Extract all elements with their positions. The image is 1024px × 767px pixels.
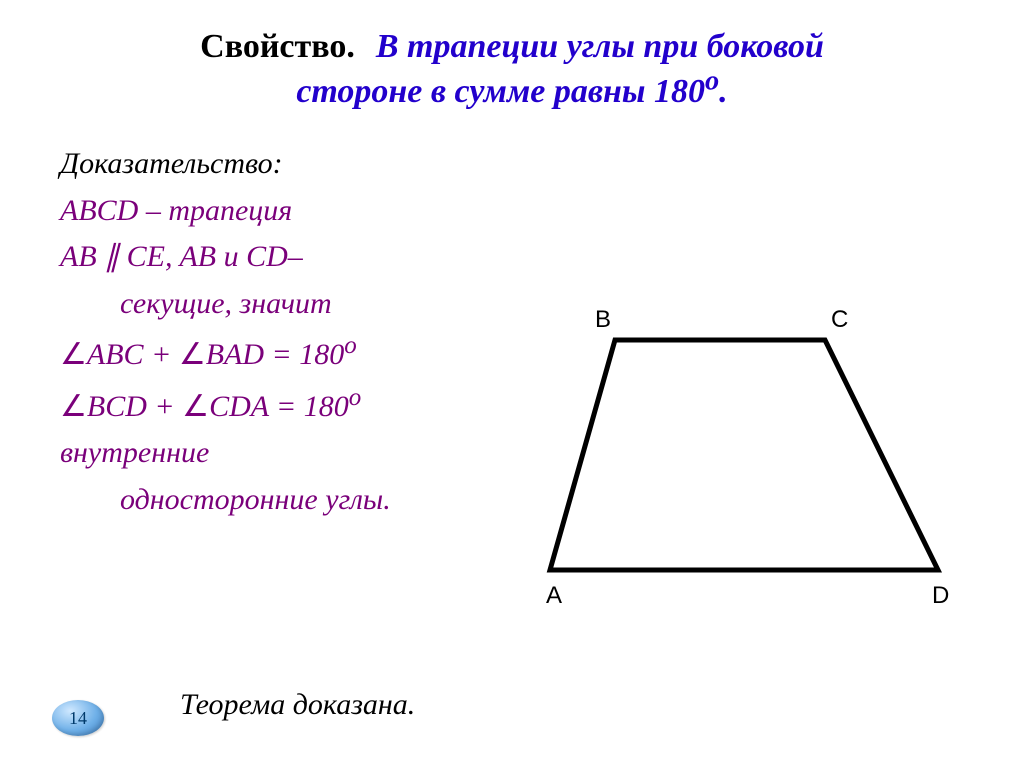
proof-block: Доказательство: ABCD – трапеция AB ∥ CE,… [0,121,490,523]
vertex-label-D: D [932,582,949,610]
proof-label: Доказательство: [60,141,490,188]
title-property-label: Свойство. [200,28,355,65]
theorem-proved: Теорема доказана. [180,688,415,722]
proof-conclusion-1: внутренние [60,430,490,477]
vertex-label-B: B [595,306,611,334]
proof-step-2: ∠BCD + ∠CDA = 180о [60,379,490,431]
title-statement-l1: В трапеции углы при боковой [359,28,824,65]
vertex-label-C: C [831,306,848,334]
proof-given-2b: секущие, значит [60,281,490,328]
proof-given-1: ABCD – трапеция [60,188,490,235]
vertex-label-A: A [546,582,562,610]
page-number-badge: 14 [52,700,104,736]
proof-step-1: ∠ABC + ∠BAD = 180о [60,327,490,379]
trapezoid-figure: B C A D [520,290,960,630]
proof-conclusion-2: односторонние углы. [60,477,490,524]
title-statement-l2: стороне в сумме равны 180о. [296,73,727,110]
trapezoid-svg [520,290,960,630]
proof-given-2a: AB ∥ CE, AB и CD– [60,234,490,281]
